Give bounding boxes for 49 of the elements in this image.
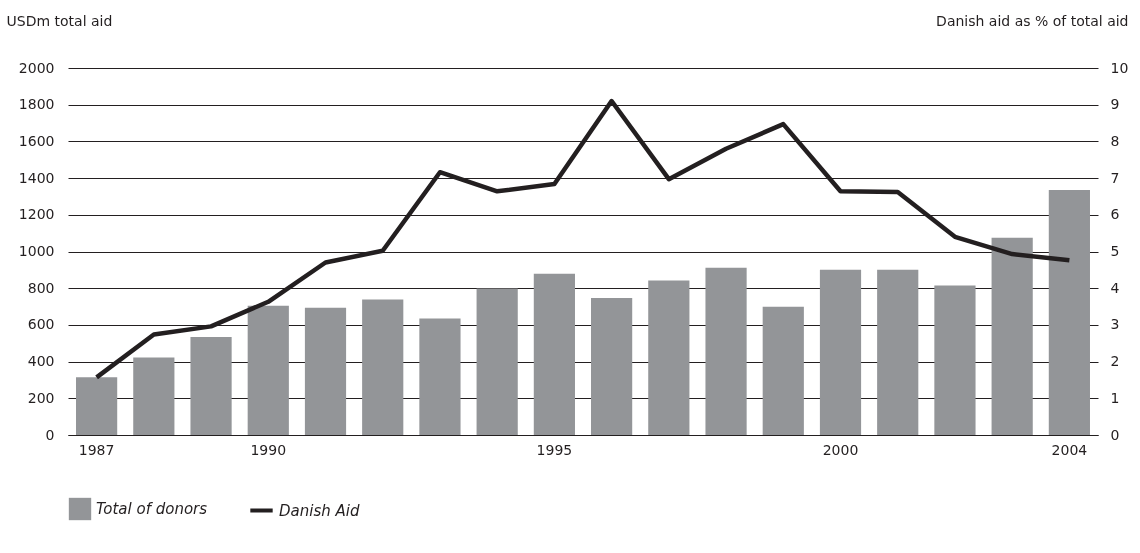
y-tick-label: 1000 bbox=[18, 243, 55, 259]
y2-tick-label: 7 bbox=[1110, 169, 1120, 186]
y-tick-label: 0 bbox=[45, 426, 55, 443]
y-tick-label: 1200 bbox=[18, 206, 55, 223]
y2-tick-label: 2 bbox=[1110, 353, 1120, 370]
y-tick-label: 800 bbox=[27, 279, 55, 296]
bar bbox=[476, 288, 518, 435]
bar bbox=[419, 318, 461, 435]
y2-tick-label: 3 bbox=[1110, 316, 1120, 333]
x-tick-label: 1987 bbox=[78, 441, 115, 458]
bar bbox=[533, 273, 575, 435]
bar bbox=[705, 267, 747, 435]
bar bbox=[190, 337, 232, 435]
y-tick-label: 2000 bbox=[18, 59, 55, 76]
y2-axis-title: Danish aid as % of total aid bbox=[936, 12, 1129, 29]
y2-tick-label: 8 bbox=[1110, 132, 1120, 149]
y-tick-label: 1600 bbox=[18, 132, 55, 149]
x-tick-label: 2004 bbox=[1051, 441, 1088, 458]
bar bbox=[133, 357, 175, 435]
y2-tick-label: 10 bbox=[1110, 59, 1129, 76]
bar bbox=[877, 269, 919, 435]
bar bbox=[591, 298, 633, 435]
y2-tick-label: 5 bbox=[1110, 243, 1120, 259]
bar bbox=[1048, 190, 1090, 435]
bar bbox=[76, 377, 118, 435]
y2-tick-label: 0 bbox=[1110, 426, 1120, 443]
bar bbox=[247, 305, 289, 435]
bar bbox=[819, 269, 862, 435]
legend-label: Total of donors bbox=[96, 500, 208, 518]
y2-tick-label: 6 bbox=[1110, 206, 1120, 223]
bar bbox=[304, 307, 347, 435]
bar bbox=[991, 237, 1033, 435]
x-tick-label: 1990 bbox=[250, 441, 287, 458]
x-tick-label: 2000 bbox=[822, 441, 859, 458]
y-tick-label: 600 bbox=[27, 316, 55, 333]
y-tick-label: 200 bbox=[27, 389, 55, 406]
bar bbox=[362, 299, 404, 435]
bar bbox=[762, 306, 804, 435]
y2-tick-label: 4 bbox=[1110, 279, 1120, 296]
y-tick-label: 1400 bbox=[18, 169, 55, 186]
bar bbox=[934, 285, 976, 435]
y2-tick-label: 9 bbox=[1110, 96, 1120, 113]
y-axis-title: USDm total aid bbox=[6, 12, 113, 29]
y-tick-label: 1800 bbox=[18, 96, 55, 113]
legend-label: Danish Aid bbox=[279, 501, 360, 520]
y-tick-label: 400 bbox=[27, 353, 55, 370]
bar bbox=[648, 280, 690, 435]
y2-tick-label: 1 bbox=[1110, 389, 1120, 406]
x-tick-label: 1995 bbox=[536, 441, 573, 458]
